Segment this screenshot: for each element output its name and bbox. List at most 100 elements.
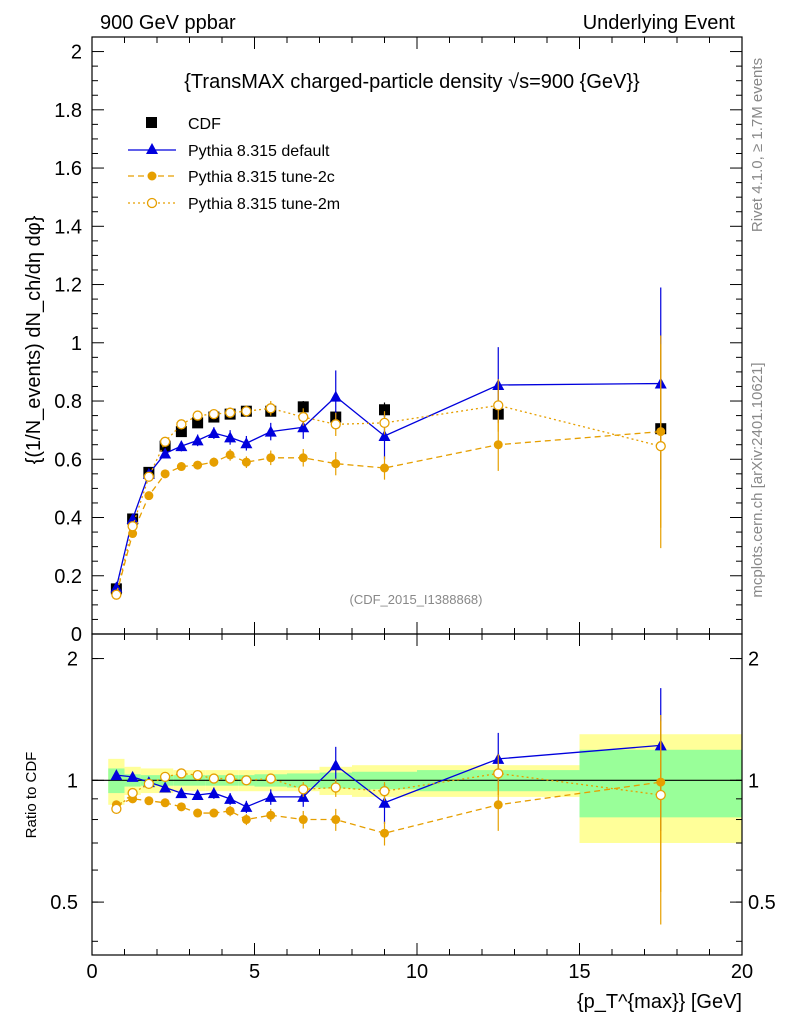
- main-point-pythia-8-315-tune-2c: [193, 460, 203, 470]
- ratio-point-pythia-8-315-tune-2m: [159, 771, 171, 782]
- ratio-point-pythia-8-315-tune-2c: [266, 810, 276, 820]
- main-point-pythia-8-315-default: [175, 440, 188, 452]
- main-point-pythia-8-315-default: [191, 434, 204, 446]
- ratio-y-tick-label-left: 0.5: [50, 892, 78, 914]
- main-point-pythia-8-315-tune-2c: [160, 469, 170, 479]
- ratio-point-pythia-8-315-tune-2m: [176, 768, 187, 779]
- ratio-point-pythia-8-315-default: [329, 759, 342, 771]
- ratio-point-pythia-8-315-tune-2c: [176, 802, 186, 812]
- x-tick-label: 10: [406, 961, 428, 983]
- legend-marker-tune-2m: [146, 197, 158, 209]
- ratio-point-pythia-8-315-tune-2m: [224, 773, 236, 784]
- ratio-point-pythia-8-315-tune-2c: [209, 808, 219, 818]
- ratio-point-pythia-8-315-default: [264, 790, 277, 802]
- ratio-point-pythia-8-315-tune-2c: [331, 815, 341, 825]
- main-point-pythia-8-315-default: [207, 427, 220, 439]
- rivet-label: Rivet 4.1.0, ≥ 1.7M events: [749, 58, 766, 232]
- x-tick-label: 15: [568, 961, 590, 983]
- mcplots-label: mcplots.cern.ch [arXiv:2401.10621]: [749, 362, 766, 597]
- main-y-tick-label: 2: [71, 42, 82, 64]
- main-point-pythia-8-315-tune-2m: [265, 403, 276, 414]
- main-point-pythia-8-315-tune-2c: [298, 453, 308, 463]
- ratio-y-tick-label-left: 2: [67, 649, 78, 671]
- ratio-point-pythia-8-315-default: [240, 800, 253, 812]
- main-point-pythia-8-315-tune-2c: [176, 462, 186, 472]
- header-left: 900 GeV ppbar: [100, 12, 236, 34]
- main-y-tick-label: 1.6: [54, 158, 82, 180]
- main-point-pythia-8-315-tune-2m: [111, 589, 122, 600]
- main-point-pythia-8-315-tune-2m: [127, 521, 138, 532]
- ratio-point-pythia-8-315-tune-2m: [493, 768, 504, 779]
- ratio-point-pythia-8-315-tune-2m: [655, 789, 666, 801]
- ratio-point-pythia-8-315-tune-2m: [143, 778, 155, 790]
- ratio-point-pythia-8-315-tune-2c: [493, 800, 503, 810]
- main-point-cdf: [175, 426, 187, 438]
- ratio-point-pythia-8-315-tune-2m: [298, 784, 309, 795]
- x-tick-label: 20: [731, 961, 753, 983]
- main-point-pythia-8-315-tune-2m: [159, 436, 171, 447]
- main-point-pythia-8-315-default: [224, 431, 237, 443]
- legend: CDF Pythia 8.315 default Pythia 8.315 tu…: [128, 116, 340, 213]
- ratio-point-pythia-8-315-tune-2m: [192, 769, 203, 781]
- x-tick-label: 5: [249, 961, 260, 983]
- ratio-point-pythia-8-315-tune-2m: [265, 773, 276, 784]
- ratio-point-pythia-8-315-default: [224, 792, 237, 804]
- legend-label-default: Pythia 8.315 default: [188, 143, 330, 160]
- ratio-point-pythia-8-315-tune-2c: [241, 815, 251, 825]
- main-point-pythia-8-315-tune-2c: [493, 440, 503, 450]
- main-point-pythia-8-315-default: [159, 447, 172, 459]
- main-point-pythia-8-315-tune-2c: [241, 457, 251, 467]
- legend-label-tune-2c: Pythia 8.315 tune-2c: [188, 169, 335, 186]
- main-point-pythia-8-315-default: [297, 421, 310, 433]
- main-ylabel: {(1/N_events) dN_ch/dη dφ}: [23, 215, 45, 464]
- main-point-pythia-8-315-tune-2m: [379, 417, 390, 429]
- ratio-point-pythia-8-315-default: [191, 788, 204, 800]
- main-y-tick-label: 1.8: [54, 100, 82, 122]
- ratio-y-tick-label-right: 1: [748, 770, 759, 792]
- header-right: Underlying Event: [583, 12, 736, 34]
- ratio-point-pythia-8-315-tune-2m: [379, 786, 390, 797]
- main-point-pythia-8-315-tune-2m: [298, 411, 309, 423]
- main-y-tick-label: 0.6: [54, 449, 82, 471]
- main-point-pythia-8-315-tune-2m: [655, 441, 666, 452]
- main-y-tick-label: 1.4: [54, 216, 82, 238]
- main-point-pythia-8-315-tune-2c: [331, 459, 341, 469]
- ratio-y-tick-label-right: 0.5: [748, 892, 776, 914]
- main-point-pythia-8-315-tune-2m: [330, 419, 341, 430]
- main-point-pythia-8-315-tune-2m: [241, 406, 252, 417]
- legend-marker-cdf: [146, 117, 157, 128]
- main-point-pythia-8-315-tune-2c: [380, 463, 389, 473]
- main-title: {TransMAX charged-particle density √s=90…: [184, 71, 640, 93]
- main-y-tick-label: 0: [71, 624, 82, 646]
- ratio-point-pythia-8-315-default: [207, 787, 220, 799]
- ratio-point-pythia-8-315-tune-2c: [144, 796, 154, 806]
- legend-marker-default: [146, 143, 158, 154]
- main-point-pythia-8-315-default: [329, 390, 342, 402]
- ratio-point-pythia-8-315-tune-2m: [241, 775, 252, 786]
- ratio-y-tick-label-right: 2: [748, 649, 759, 671]
- ratio-point-pythia-8-315-tune-2m: [330, 782, 341, 793]
- ratio-point-pythia-8-315-tune-2c: [225, 806, 235, 816]
- ratio-point-pythia-8-315-default: [175, 787, 188, 799]
- x-tick-label: 0: [86, 961, 97, 983]
- main-point-pythia-8-315-tune-2c: [266, 453, 276, 463]
- main-line-pythia-8-315-tune-2c: [115, 430, 661, 595]
- main-point-pythia-8-315-default: [240, 437, 253, 449]
- main-y-tick-label: 1.2: [54, 275, 82, 297]
- main-point-pythia-8-315-tune-2c: [144, 491, 154, 501]
- main-y-tick-label: 1: [71, 333, 82, 355]
- main-y-tick-label: 0.2: [54, 566, 82, 588]
- ratio-point-pythia-8-315-default: [110, 769, 123, 781]
- ratio-point-pythia-8-315-tune-2c: [380, 828, 389, 838]
- ratio-line-pythia-8-315-tune-2m: [115, 772, 661, 810]
- main-point-pythia-8-315-tune-2m: [192, 410, 203, 421]
- main-y-tick-label: 0.4: [54, 508, 82, 530]
- ratio-point-pythia-8-315-tune-2c: [160, 798, 170, 808]
- ratio-point-pythia-8-315-tune-2c: [193, 808, 203, 818]
- ratio-point-pythia-8-315-default: [126, 770, 139, 782]
- main-point-pythia-8-315-tune-2c: [209, 457, 219, 467]
- legend-marker-tune-2c: [147, 171, 157, 181]
- legend-label-cdf: CDF: [188, 116, 221, 133]
- ratio-ylabel: Ratio to CDF: [23, 752, 40, 839]
